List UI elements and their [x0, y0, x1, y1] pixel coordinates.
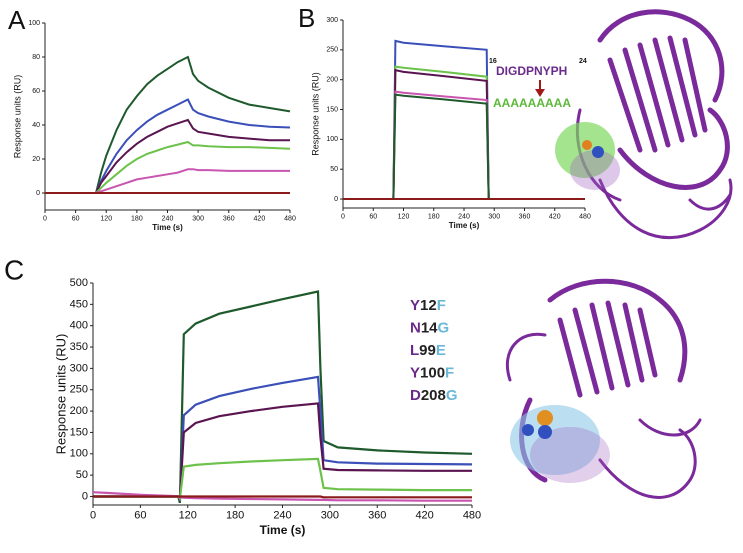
- mutation-from: Y: [410, 297, 420, 314]
- sequence: DIGDPNYPH: [496, 64, 567, 78]
- series-line: [45, 140, 291, 194]
- y-axis-label: Response units (RU): [53, 334, 68, 455]
- x-tick-label: 360: [223, 215, 235, 222]
- mutation-position: 99: [419, 342, 436, 359]
- x-tick-label: 60: [134, 509, 146, 521]
- x-tick-label: 300: [321, 509, 339, 521]
- x-tick-label: 120: [100, 215, 112, 222]
- y-tick-label: 500: [70, 277, 88, 289]
- y-tick-label: 50: [330, 166, 338, 173]
- x-tick-label: 240: [273, 509, 291, 521]
- y-tick-label: 50: [76, 469, 88, 481]
- x-tick-label: 180: [131, 215, 143, 222]
- x-tick-label: 420: [254, 215, 266, 222]
- y-tick-label: 250: [70, 384, 88, 396]
- panel-label: A: [8, 5, 26, 35]
- x-tick-label: 240: [458, 213, 470, 220]
- y-tick-label: 20: [32, 156, 40, 163]
- y-tick-label: 100: [326, 136, 338, 143]
- x-tick-label: 300: [192, 215, 204, 222]
- x-axis-label: Time (s): [152, 223, 183, 232]
- mutation: D208G: [410, 387, 458, 404]
- x-tick-label: 240: [162, 215, 174, 222]
- mutation-position: 12: [420, 297, 437, 314]
- x-tick-label: 180: [226, 509, 244, 521]
- y-tick-label: 100: [28, 20, 40, 27]
- y-tick-label: 200: [70, 405, 88, 417]
- mutation: L99E: [410, 342, 446, 359]
- x-tick-label: 120: [179, 509, 197, 521]
- x-tick-label: 300: [488, 213, 500, 220]
- x-axis-label: Time (s): [449, 221, 480, 230]
- protein-structure-c: [505, 278, 702, 499]
- replacement: AAAAAAAAA: [493, 96, 571, 110]
- x-tick-label: 480: [284, 215, 296, 222]
- mutation-to: G: [446, 387, 458, 404]
- series-line: [45, 118, 290, 194]
- mutation-to: F: [437, 297, 446, 314]
- y-tick-label: 40: [32, 122, 40, 129]
- y-tick-label: 300: [70, 362, 88, 374]
- series-line: [45, 168, 290, 194]
- y-tick-label: 60: [32, 88, 40, 95]
- mutation-from: Y: [410, 364, 420, 381]
- y-axis-label: Response units (RU): [12, 75, 22, 159]
- y-tick-label: 200: [326, 77, 338, 84]
- protein-structure-b: [575, 9, 733, 240]
- x-tick-label: 480: [579, 213, 591, 220]
- x-tick-label: 420: [415, 509, 433, 521]
- mutation-to: E: [436, 342, 446, 359]
- y-tick-label: 150: [70, 426, 88, 438]
- series-line: [45, 98, 291, 194]
- y-tick-label: 0: [82, 490, 88, 502]
- panel-label: B: [298, 3, 315, 33]
- series-line: [343, 65, 585, 200]
- y-tick-label: 0: [334, 196, 338, 203]
- mutation: N14G: [410, 319, 449, 336]
- x-tick-label: 60: [369, 213, 377, 220]
- x-tick-label: 360: [368, 509, 386, 521]
- y-tick-label: 400: [70, 320, 88, 332]
- mutation-from: D: [410, 387, 421, 404]
- x-tick-label: 60: [72, 215, 80, 222]
- x-tick-label: 420: [549, 213, 561, 220]
- y-tick-label: 0: [36, 190, 40, 197]
- panel-label: C: [4, 254, 24, 285]
- x-tick-label: 0: [43, 215, 47, 222]
- y-tick-label: 80: [32, 54, 40, 61]
- mutation: Y100F: [410, 364, 454, 381]
- arrow-head: [535, 89, 545, 97]
- mutation-position: 208: [421, 387, 446, 404]
- y-tick-label: 100: [70, 448, 88, 460]
- sequence-start: 16: [489, 58, 497, 65]
- x-tick-label: 120: [398, 213, 410, 220]
- mutation-position: 14: [421, 319, 438, 336]
- series-line: [45, 55, 291, 194]
- binding-site-c: [510, 405, 610, 483]
- mutation: Y12F: [410, 297, 446, 314]
- x-tick-label: 0: [341, 213, 345, 220]
- mutation-to: G: [438, 319, 450, 336]
- series-line: [93, 495, 472, 499]
- series-line: [343, 68, 585, 200]
- mutation-from: N: [410, 319, 421, 336]
- x-tick-label: 360: [519, 213, 531, 220]
- y-tick-label: 150: [326, 106, 338, 113]
- mutation-position: 100: [420, 364, 445, 381]
- x-tick-label: 180: [428, 213, 440, 220]
- x-tick-label: 480: [463, 509, 481, 521]
- x-tick-label: 0: [90, 509, 96, 521]
- y-tick-label: 350: [70, 341, 88, 353]
- y-tick-label: 250: [326, 47, 338, 54]
- sequence-end: 24: [579, 58, 587, 65]
- mutation-to: F: [445, 364, 454, 381]
- y-axis-label: Response units (RU): [310, 72, 320, 156]
- series-line: [343, 93, 585, 200]
- x-axis-label: Time (s): [260, 523, 306, 537]
- y-tick-label: 300: [326, 17, 338, 24]
- mutation-from: L: [410, 342, 419, 359]
- y-tick-label: 450: [70, 298, 88, 310]
- binding-site-b: [555, 122, 620, 190]
